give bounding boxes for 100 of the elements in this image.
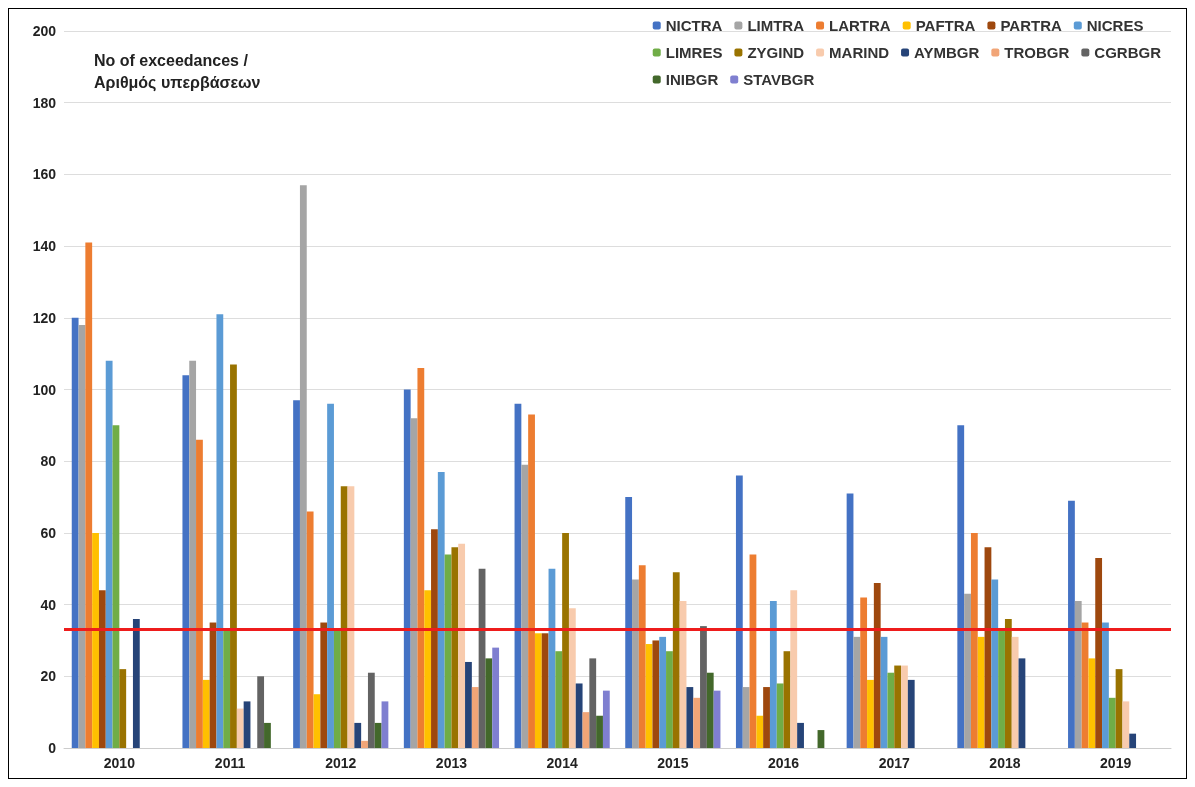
bar [957, 425, 965, 748]
bar [236, 708, 244, 748]
bar [602, 690, 610, 748]
legend-label: LIMRES [665, 44, 723, 61]
bar [340, 486, 348, 748]
bar [964, 593, 971, 748]
bar [320, 622, 328, 748]
bar [873, 583, 881, 748]
x-tick-label: 2010 [103, 755, 136, 771]
y-tick-label: 200 [32, 23, 57, 39]
bar [431, 529, 438, 748]
y-tick-label: 100 [32, 381, 57, 398]
y-tick-label: 20 [40, 668, 57, 685]
bar [534, 633, 542, 748]
bar [424, 590, 432, 748]
bar [797, 722, 804, 748]
bar [528, 414, 535, 748]
bar [1122, 701, 1130, 748]
bar [71, 317, 79, 748]
bar [742, 687, 750, 748]
bar [417, 367, 425, 748]
bar [299, 185, 307, 748]
bar [465, 661, 472, 748]
x-tick-label: 2016 [767, 755, 800, 771]
bar [790, 590, 798, 748]
y-tick-label: 140 [32, 238, 57, 255]
bar [1088, 658, 1096, 748]
bar [562, 532, 569, 748]
bar [485, 658, 493, 748]
legend-label: INIBGR [665, 71, 719, 88]
bar [403, 389, 411, 748]
bar [998, 629, 1005, 748]
bar [894, 665, 902, 748]
x-tick-label: 2019 [1100, 755, 1132, 771]
x-tick-label: 2015 [657, 755, 689, 771]
bar [1068, 500, 1075, 748]
bar [1095, 558, 1103, 748]
x-tick-label: 2018 [989, 755, 1021, 771]
y-tick-label: 60 [40, 524, 57, 541]
x-tick-label: 2017 [878, 755, 911, 771]
x-tick-label: 2012 [325, 755, 357, 771]
bar [706, 672, 714, 748]
bar [907, 679, 915, 748]
bar [98, 590, 106, 748]
bar [659, 636, 667, 748]
bar [264, 722, 271, 748]
bar [756, 715, 764, 748]
legend-label: PAFTRA [915, 17, 976, 34]
bar [293, 400, 300, 748]
y-tick-label: 80 [40, 453, 57, 470]
y-tick-label: 0 [48, 740, 57, 756]
bar [374, 722, 382, 748]
legend-label: MARIND [829, 44, 890, 61]
bar [471, 687, 479, 748]
bar [1102, 622, 1109, 748]
bar [901, 665, 908, 748]
bar [887, 672, 895, 748]
bar [333, 629, 341, 748]
bar [575, 683, 583, 748]
bar [596, 715, 603, 748]
y-axis-title: No of exceedances / Αριθμός υπερβάσεων [94, 51, 261, 92]
legend-label: NICRES [1086, 17, 1144, 34]
bar [257, 676, 265, 748]
bar [306, 511, 314, 748]
bar [216, 314, 224, 748]
bar [686, 687, 694, 748]
bar [693, 697, 701, 748]
bar [492, 647, 500, 748]
bar [625, 497, 633, 748]
x-tick-label: 2011 [214, 755, 246, 771]
legend-label: LARTRA [829, 17, 891, 34]
bar [672, 572, 680, 748]
bar [991, 579, 999, 748]
bar [763, 687, 770, 748]
bar [977, 636, 985, 748]
bar [666, 651, 673, 748]
bar [700, 626, 707, 748]
legend-label: STAVBGR [743, 71, 815, 88]
legend-label: TROBGR [1004, 44, 1070, 61]
bar [105, 360, 113, 748]
bar [85, 242, 93, 748]
bar [521, 464, 529, 748]
bar [132, 618, 140, 748]
legend-label: LIMTRA [747, 17, 805, 34]
bar [1074, 601, 1082, 748]
bar [860, 597, 868, 748]
bar [652, 640, 660, 748]
bar [196, 439, 203, 748]
bar [1011, 636, 1019, 748]
y-tick-label: 180 [32, 94, 57, 111]
legend-label: AYMBGR [914, 44, 980, 61]
bar [451, 547, 459, 748]
legend-label: NICTRA [665, 17, 723, 34]
bar [119, 669, 127, 748]
bar [867, 679, 874, 748]
bar [568, 608, 576, 748]
bar [189, 360, 197, 748]
bar [555, 651, 563, 748]
bar [202, 679, 210, 748]
bar [182, 375, 190, 748]
